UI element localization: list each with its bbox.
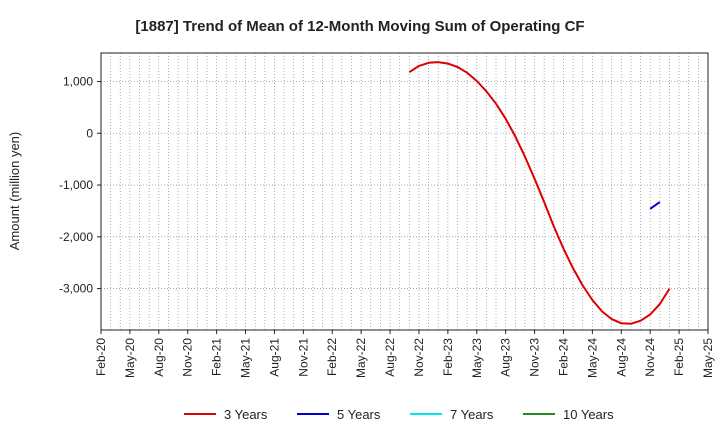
x-tick-label: Feb-20 xyxy=(94,338,108,376)
series-lines xyxy=(408,61,671,325)
y-tick-label: -3,000 xyxy=(59,282,93,296)
x-tick-label: May-25 xyxy=(701,338,715,378)
x-tick-label: May-22 xyxy=(354,338,368,378)
legend: 3 Years 5 Years 7 Years 10 Years xyxy=(184,407,614,422)
x-tick-label: Aug-21 xyxy=(267,338,281,377)
x-tick-label: Feb-21 xyxy=(210,338,224,376)
y-tick-label: 1,000 xyxy=(63,74,93,88)
x-tick-label: Nov-23 xyxy=(528,338,542,377)
x-tick-label: Aug-22 xyxy=(383,338,397,377)
x-tick-label: Aug-24 xyxy=(614,338,628,377)
x-tick-label: May-20 xyxy=(123,338,137,378)
x-tick-label: May-21 xyxy=(239,338,253,378)
x-tick-label: Aug-23 xyxy=(499,338,513,377)
x-tick-label: Feb-22 xyxy=(325,338,339,376)
legend-label: 7 Years xyxy=(450,407,494,422)
legend-label: 10 Years xyxy=(563,407,614,422)
x-tick-label: May-24 xyxy=(585,338,599,378)
y-tick-label: -1,000 xyxy=(59,178,93,192)
plot-frame xyxy=(100,52,709,331)
legend-label: 3 Years xyxy=(224,407,268,422)
x-tick-label: Aug-20 xyxy=(152,338,166,377)
x-tick-label: Nov-20 xyxy=(181,338,195,377)
y-axis-label: Amount (million yen) xyxy=(7,132,22,251)
x-tick-label: Feb-25 xyxy=(672,338,686,376)
series-line xyxy=(408,61,671,325)
y-ticks: 1,000 0 -1,000 -2,000 -3,000 xyxy=(59,74,101,296)
x-tick-label: May-23 xyxy=(470,338,484,378)
x-tick-label: Feb-23 xyxy=(441,338,455,376)
x-tick-label: Nov-24 xyxy=(643,338,657,377)
x-ticks: Feb-20 May-20 Aug-20 Nov-20 Feb-21 May-21 Aug-… xyxy=(94,330,715,378)
legend-label: 5 Years xyxy=(337,407,381,422)
x-tick-label: Feb-24 xyxy=(556,338,570,376)
series-line xyxy=(649,201,661,210)
y-tick-label: 0 xyxy=(86,126,93,140)
grid xyxy=(101,53,708,330)
x-tick-label: Nov-22 xyxy=(412,338,426,377)
chart-title: [1887] Trend of Mean of 12-Month Moving … xyxy=(135,18,584,35)
y-tick-label: -2,000 xyxy=(59,230,93,244)
x-tick-label: Nov-21 xyxy=(296,338,310,377)
